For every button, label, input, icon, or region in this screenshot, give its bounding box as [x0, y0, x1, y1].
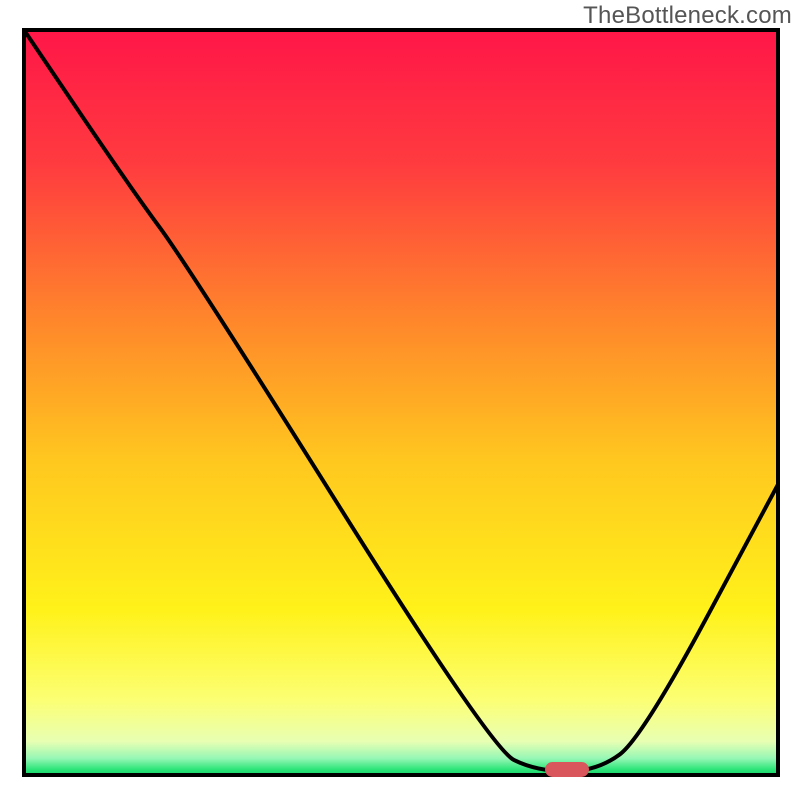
plot-area	[24, 30, 778, 775]
right-axis-line	[776, 30, 780, 775]
bottleneck-curve	[24, 30, 778, 775]
y-axis-line	[22, 30, 26, 775]
watermark-text: TheBottleneck.com	[583, 2, 792, 30]
optimal-marker	[545, 762, 589, 777]
x-axis-line	[22, 773, 780, 777]
bottleneck-chart: TheBottleneck.com	[0, 0, 800, 800]
